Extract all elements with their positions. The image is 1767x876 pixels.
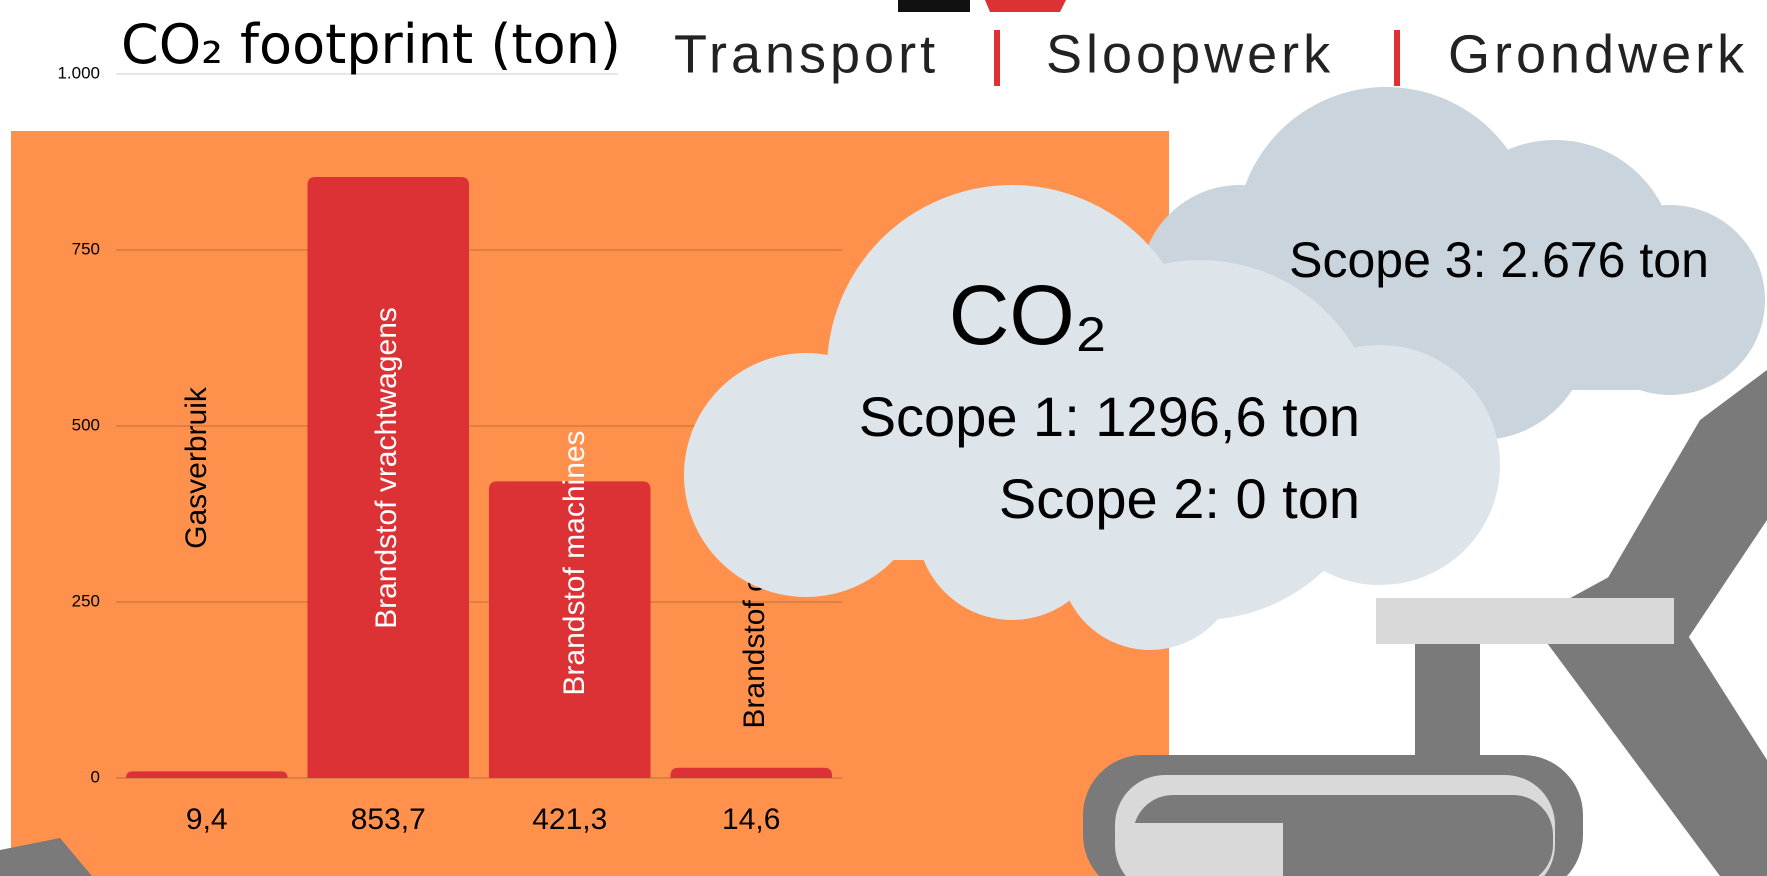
value-label: 853,7 [351,803,426,836]
scope3: Scope 3: 2.676 ton [1289,232,1709,288]
y-tick-label: 1.000 [57,63,100,82]
service: Sloopwerk [1046,24,1334,84]
scope1: Scope 1: 1296,6 ton [859,385,1360,448]
scope2: Scope 2: 0 ton [999,467,1360,530]
page: 0 250 500 750 1.000 Gasverbruik 9,4 Brandstof v… [0,0,1767,876]
y-tick-label: 750 [72,239,100,258]
value-label: 421,3 [532,803,607,836]
cloud-symbol: CO₂ [949,268,1108,362]
category-label: Brandstof machines [558,430,591,695]
value-label: 14,6 [722,803,780,836]
separator [994,30,1000,86]
bar [670,768,832,778]
service: Transport [674,24,939,84]
y-tick-label: 0 [91,767,100,786]
service: Grondwerk [1448,24,1748,84]
value-label: 9,4 [186,803,228,836]
bar [126,771,288,778]
chart: 0 250 500 750 1.000 Gasverbruik 9,4 Brandstof v… [0,0,1767,876]
y-tick-label: 500 [72,415,100,434]
separator [1394,30,1400,86]
category-label: Brandstof vrachtwagens [370,307,403,629]
logo [898,0,1066,12]
category-label: Gasverbruik [180,386,213,549]
chart-title: CO₂ footprint (ton) [121,0,621,90]
y-tick-label: 250 [72,591,100,610]
